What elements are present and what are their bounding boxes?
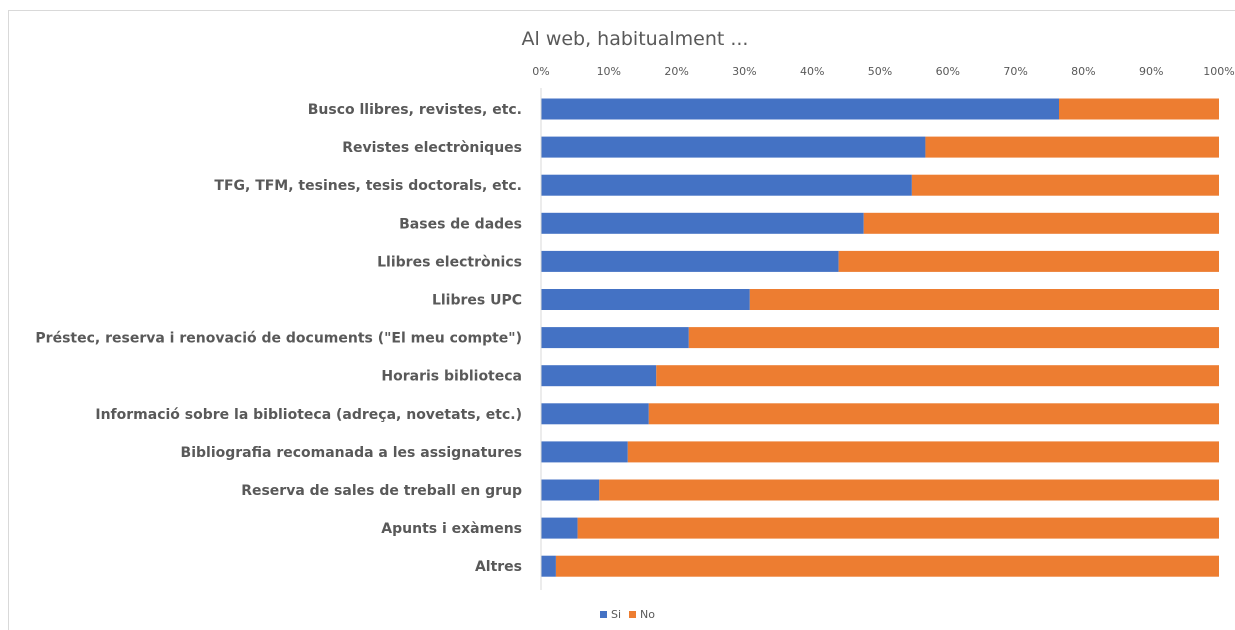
- bar-no: [648, 403, 1219, 425]
- category-label: Apunts i exàmens: [381, 521, 522, 537]
- bar-si: [541, 289, 750, 310]
- chart-frame: [8, 10, 1235, 630]
- x-tick-label: 100%: [1203, 65, 1234, 78]
- category-label: Horaris biblioteca: [381, 369, 522, 385]
- bar-si: [541, 403, 649, 425]
- bar-no: [911, 174, 1219, 196]
- bar-si: [541, 365, 657, 387]
- category-label: Informació sobre la biblioteca (adreça, …: [95, 407, 522, 423]
- x-tick-label: 90%: [1139, 65, 1163, 78]
- category-label: Busco llibres, revistes, etc.: [308, 102, 522, 118]
- bar-si: [541, 555, 556, 577]
- chart-legend: Si No: [600, 608, 659, 621]
- legend-swatch-si: [600, 611, 607, 618]
- bar-no: [863, 212, 1219, 234]
- category-label: Reserva de sales de treball en grup: [241, 483, 522, 499]
- bar-no: [577, 517, 1219, 539]
- x-tick-label: 60%: [936, 65, 960, 78]
- category-label: Bibliografia recomanada a les assignatur…: [181, 445, 522, 461]
- category-label: Préstec, reserva i renovació de document…: [35, 331, 522, 347]
- category-label: Altres: [475, 559, 522, 575]
- x-tick-label: 20%: [664, 65, 688, 78]
- bar-no: [627, 441, 1219, 463]
- bar-si: [541, 136, 926, 158]
- category-label: TFG, TFM, tesines, tesis doctorals, etc.: [214, 178, 522, 194]
- bar-si: [541, 327, 689, 349]
- bar-si: [541, 479, 600, 501]
- bar-no: [599, 479, 1219, 501]
- bar-si: [541, 517, 578, 539]
- category-label: Bases de dades: [399, 216, 522, 232]
- category-label: Llibres UPC: [432, 293, 522, 309]
- x-tick-label: 0%: [532, 65, 549, 78]
- x-tick-label: 50%: [868, 65, 892, 78]
- bar-si: [541, 212, 864, 234]
- bar-no: [555, 555, 1219, 577]
- x-tick-label: 10%: [597, 65, 621, 78]
- bar-si: [541, 98, 1059, 120]
- x-tick-label: 80%: [1071, 65, 1095, 78]
- legend-label-no: No: [640, 608, 656, 621]
- legend-label-si: Si: [611, 608, 622, 621]
- category-label: Revistes electròniques: [342, 140, 522, 156]
- legend-swatch-no: [629, 611, 637, 618]
- bar-no: [925, 136, 1219, 158]
- x-tick-label: 70%: [1003, 65, 1027, 78]
- bar-si: [541, 174, 912, 196]
- bar-no: [838, 250, 1219, 272]
- chart-title: Al web, habitualment ...: [521, 28, 749, 50]
- x-tick-label: 40%: [800, 65, 824, 78]
- category-label: Llibres electrònics: [377, 254, 522, 270]
- bar-no: [656, 365, 1219, 387]
- bar-si: [541, 250, 839, 272]
- bar-no: [688, 327, 1219, 349]
- bar-no: [1058, 98, 1219, 120]
- bar-no: [749, 289, 1219, 310]
- bar-si: [541, 441, 628, 463]
- x-tick-label: 30%: [732, 65, 756, 78]
